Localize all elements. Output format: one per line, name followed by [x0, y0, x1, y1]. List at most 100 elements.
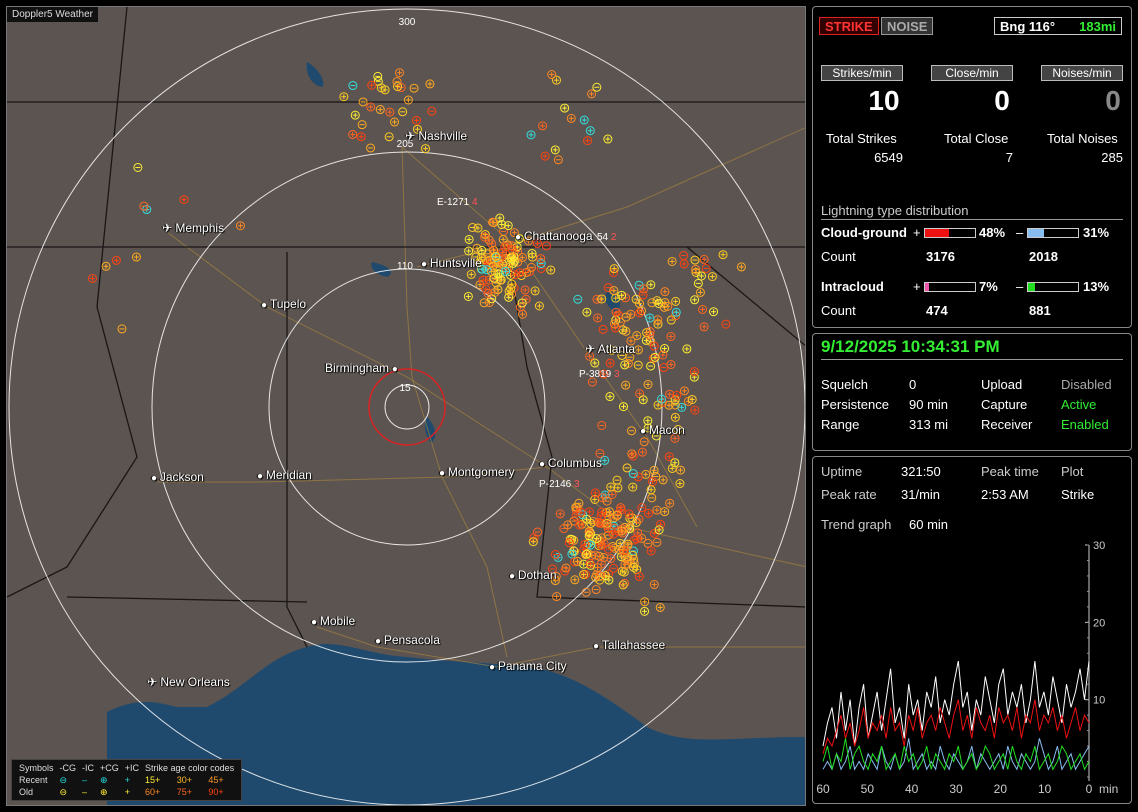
strike-marker: [635, 389, 645, 399]
state-border: [686, 246, 805, 347]
strike-marker: [580, 539, 590, 549]
total-noises-value: 285: [1101, 150, 1123, 165]
distribution-title: Lightning type distribution: [821, 203, 969, 218]
settings-divider: [821, 359, 1123, 360]
strike-marker: [551, 75, 561, 85]
total-noises-label: Total Noises: [1047, 131, 1118, 146]
strike-marker: [586, 518, 596, 528]
legend-age-45: 45+: [208, 775, 224, 785]
noise-tab[interactable]: NOISE: [881, 17, 934, 35]
strike-marker: [633, 360, 643, 370]
city-name: Pensacola: [383, 633, 440, 647]
strike-marker: [520, 285, 530, 295]
strike-marker-label: E-1271 4: [437, 197, 478, 208]
persistence-value[interactable]: 90 min: [909, 397, 949, 412]
highway: [416, 127, 805, 268]
cg-pos-bar: [924, 228, 976, 238]
strike-marker: [605, 392, 615, 402]
city-dot-icon: ●: [257, 471, 266, 482]
strike-marker: [666, 360, 676, 370]
trend-value[interactable]: 60 min: [909, 517, 949, 532]
city-name: Tupelo: [269, 297, 307, 311]
strike-marker: [633, 472, 643, 482]
strike-marker: [649, 341, 659, 351]
plot-value[interactable]: Strike: [1061, 487, 1095, 502]
strike-marker: [566, 113, 576, 123]
strike-marker: [390, 117, 400, 127]
cg-minus-sign: –: [1016, 225, 1024, 240]
noises-per-min-value: 0: [1105, 85, 1121, 116]
trend-series-line: [822, 660, 1090, 747]
range-label: Range: [821, 417, 860, 432]
x-tick-label: 20: [994, 782, 1008, 796]
strike-marker-label: P-2146 3: [539, 479, 580, 490]
city-dot-icon: ●: [515, 232, 524, 243]
app-title: Doppler5 Weather: [7, 7, 98, 22]
range-value[interactable]: 313 mi: [909, 417, 949, 432]
capture-value[interactable]: Active: [1061, 397, 1097, 412]
city-name: Memphis: [175, 221, 225, 235]
strike-marker: [612, 510, 622, 520]
strike-marker: [348, 129, 358, 139]
strike-marker: [573, 294, 583, 304]
strike-marker-value: 3: [574, 479, 580, 490]
legend-age-75: 75+: [176, 787, 192, 797]
range-label: 110: [397, 261, 413, 272]
strike-marker: [569, 557, 579, 567]
cg-plus-sign: +: [913, 225, 921, 240]
strike-marker: [606, 482, 616, 492]
strike-marker: [587, 377, 597, 387]
strike-marker: [639, 437, 649, 447]
strike-marker: [480, 232, 490, 242]
upload-value[interactable]: Disabled: [1061, 377, 1112, 392]
distance-value: 183mi: [1079, 19, 1116, 34]
x-tick-label: 10: [1038, 782, 1052, 796]
strike-marker: [675, 465, 685, 475]
strike-marker: [508, 258, 518, 268]
strike-marker: [643, 508, 653, 518]
strike-marker: [671, 296, 681, 306]
squelch-value[interactable]: 0: [909, 377, 917, 392]
strike-marker: [682, 344, 692, 354]
strike-marker: [665, 389, 675, 399]
strike-marker: [699, 254, 709, 264]
strike-marker: [620, 360, 630, 370]
strike-marker: [587, 89, 597, 99]
strike-marker: [666, 315, 676, 325]
strike-marker: [476, 253, 486, 263]
strike-marker: [463, 291, 473, 301]
lightning-map[interactable]: 300 205 110 15 E-1271 4 54 2 P-3819 3 P-2146 3 …: [6, 6, 806, 806]
strike-marker: [339, 92, 349, 102]
strike-marker: [600, 455, 610, 465]
strike-marker: [664, 452, 674, 462]
city-dot-icon: ●: [489, 662, 498, 673]
strike-marker: [649, 580, 659, 590]
strike-marker: [491, 251, 501, 261]
strike-marker: [612, 475, 622, 485]
strike-marker: [575, 520, 585, 530]
strikes-per-min-value: 10: [868, 85, 900, 116]
strike-marker: [652, 505, 662, 515]
legend-neg-ic: -IC: [82, 763, 95, 773]
strike-marker: [647, 298, 657, 308]
strike-marker: [464, 234, 474, 244]
strike-marker: [398, 107, 408, 117]
close-per-min-value: 0: [994, 85, 1010, 116]
strike-marker: [528, 537, 538, 547]
lake: [605, 292, 621, 312]
city-dot-icon: ●: [593, 641, 602, 652]
strike-marker: [420, 144, 430, 154]
strike-marker: [658, 475, 668, 485]
city-tupelo: ● Tupelo: [261, 297, 306, 311]
strike-marker: [670, 458, 680, 468]
strike-tab[interactable]: STRIKE: [819, 17, 879, 35]
strike-marker: [670, 395, 680, 405]
city-memphis: ✈ Memphis: [162, 221, 224, 235]
receiver-value[interactable]: Enabled: [1061, 417, 1109, 432]
strike-marker: [477, 264, 487, 274]
strike-marker: [579, 570, 589, 580]
x-tick-label: 60: [816, 782, 830, 796]
city-chattanooga: ● Chattanooga: [515, 229, 593, 243]
close-per-min-label: Close/min: [931, 65, 1013, 81]
strike-marker: [689, 367, 699, 377]
